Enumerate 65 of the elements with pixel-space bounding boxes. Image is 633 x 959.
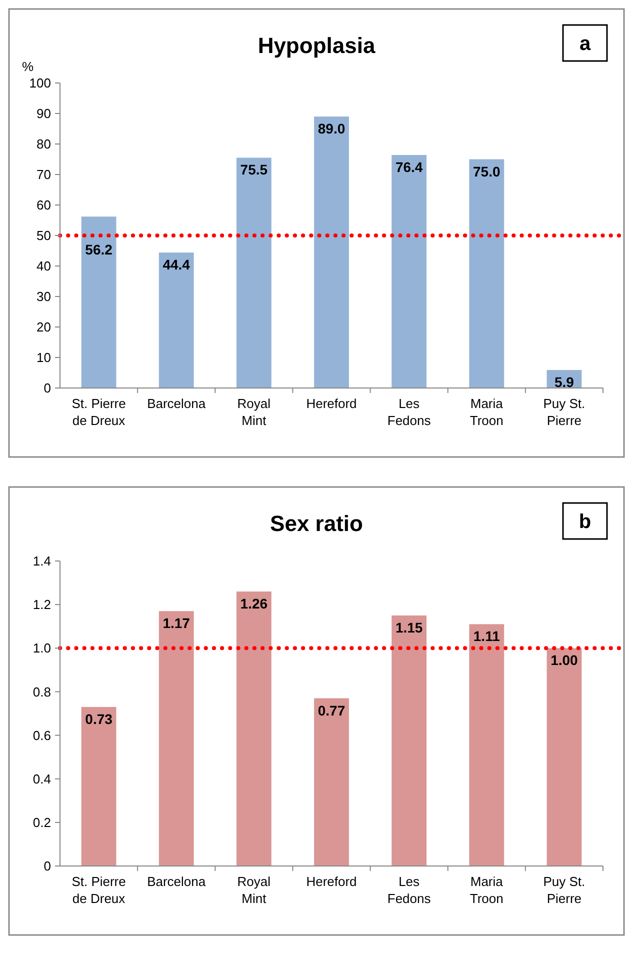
data-label: 1.17 [162, 615, 190, 632]
bar [469, 624, 504, 866]
y-tick-label: 0.2 [32, 814, 51, 830]
y-tick-label: 30 [36, 289, 51, 304]
y-tick-label: 100 [29, 76, 51, 91]
x-tick-label: Maria Troon [470, 874, 504, 906]
y-tick-label: 0.8 [32, 684, 51, 700]
x-tick-label: Royal Mint [237, 874, 271, 906]
chart-title: Hypoplasia [258, 33, 376, 58]
x-tick-label: St. Pierre de Dreux [72, 396, 126, 428]
data-label: 0.73 [85, 710, 113, 727]
x-tick-label: Les Fedons [387, 396, 432, 428]
x-tick-label: Hereford [306, 396, 357, 411]
data-label: 75.5 [240, 162, 268, 178]
bar [158, 611, 194, 866]
x-tick-label: Puy St. Pierre [543, 396, 586, 428]
data-label: 76.4 [395, 158, 423, 175]
bar [81, 216, 116, 388]
y-tick-label: 0.4 [32, 771, 51, 786]
data-label: 89.0 [318, 120, 346, 137]
label-box: a [562, 24, 608, 62]
label-box: b [562, 502, 608, 540]
y-tick-label: 1.2 [32, 597, 51, 612]
y-tick-label: 60 [36, 198, 51, 213]
y-tick-label: 80 [36, 136, 51, 152]
data-label: 1.11 [473, 628, 500, 644]
bar [314, 698, 349, 866]
x-tick-label: St. Pierre de Dreux [72, 874, 126, 906]
y-tick-label: 1.0 [32, 640, 51, 656]
data-label: 1.00 [550, 652, 578, 668]
data-label: 0.77 [318, 702, 346, 718]
bar [392, 154, 427, 388]
bar [236, 158, 272, 388]
bar [546, 648, 582, 866]
data-label: 1.26 [240, 596, 268, 612]
x-tick-label: Barcelona [147, 874, 206, 889]
x-tick-label: Puy St. Pierre [543, 874, 586, 906]
x-tick-label: Les Fedons [387, 874, 432, 906]
y-tick-label: 70 [36, 167, 51, 182]
chart-title: Sex ratio [270, 511, 363, 536]
y-tick-label: 50 [36, 228, 51, 244]
y-tick-label: 40 [36, 258, 51, 274]
bar [469, 159, 504, 388]
y-tick-label: 1.4 [32, 554, 51, 569]
bar [236, 592, 272, 866]
y-tick-label: 0.6 [32, 728, 51, 743]
y-tick-label: 20 [36, 320, 51, 335]
y-axis-title: % [22, 59, 34, 74]
bar [392, 615, 427, 866]
data-label: 56.2 [85, 242, 113, 258]
bar [81, 706, 116, 866]
x-tick-label: Maria Troon [470, 396, 504, 428]
data-label: 75.0 [473, 163, 500, 180]
y-tick-label: 90 [36, 106, 51, 122]
y-tick-label: 10 [36, 350, 51, 366]
bar [314, 116, 349, 388]
data-label: 1.15 [395, 619, 423, 636]
y-tick-label: 0 [44, 380, 51, 396]
bar [158, 252, 194, 388]
data-label: 44.4 [162, 256, 190, 273]
data-label: 5.9 [554, 374, 574, 390]
x-tick-label: Barcelona [147, 396, 206, 411]
x-tick-label: Hereford [306, 874, 357, 889]
x-tick-label: Royal Mint [237, 396, 271, 428]
y-tick-label: 0 [44, 858, 51, 874]
